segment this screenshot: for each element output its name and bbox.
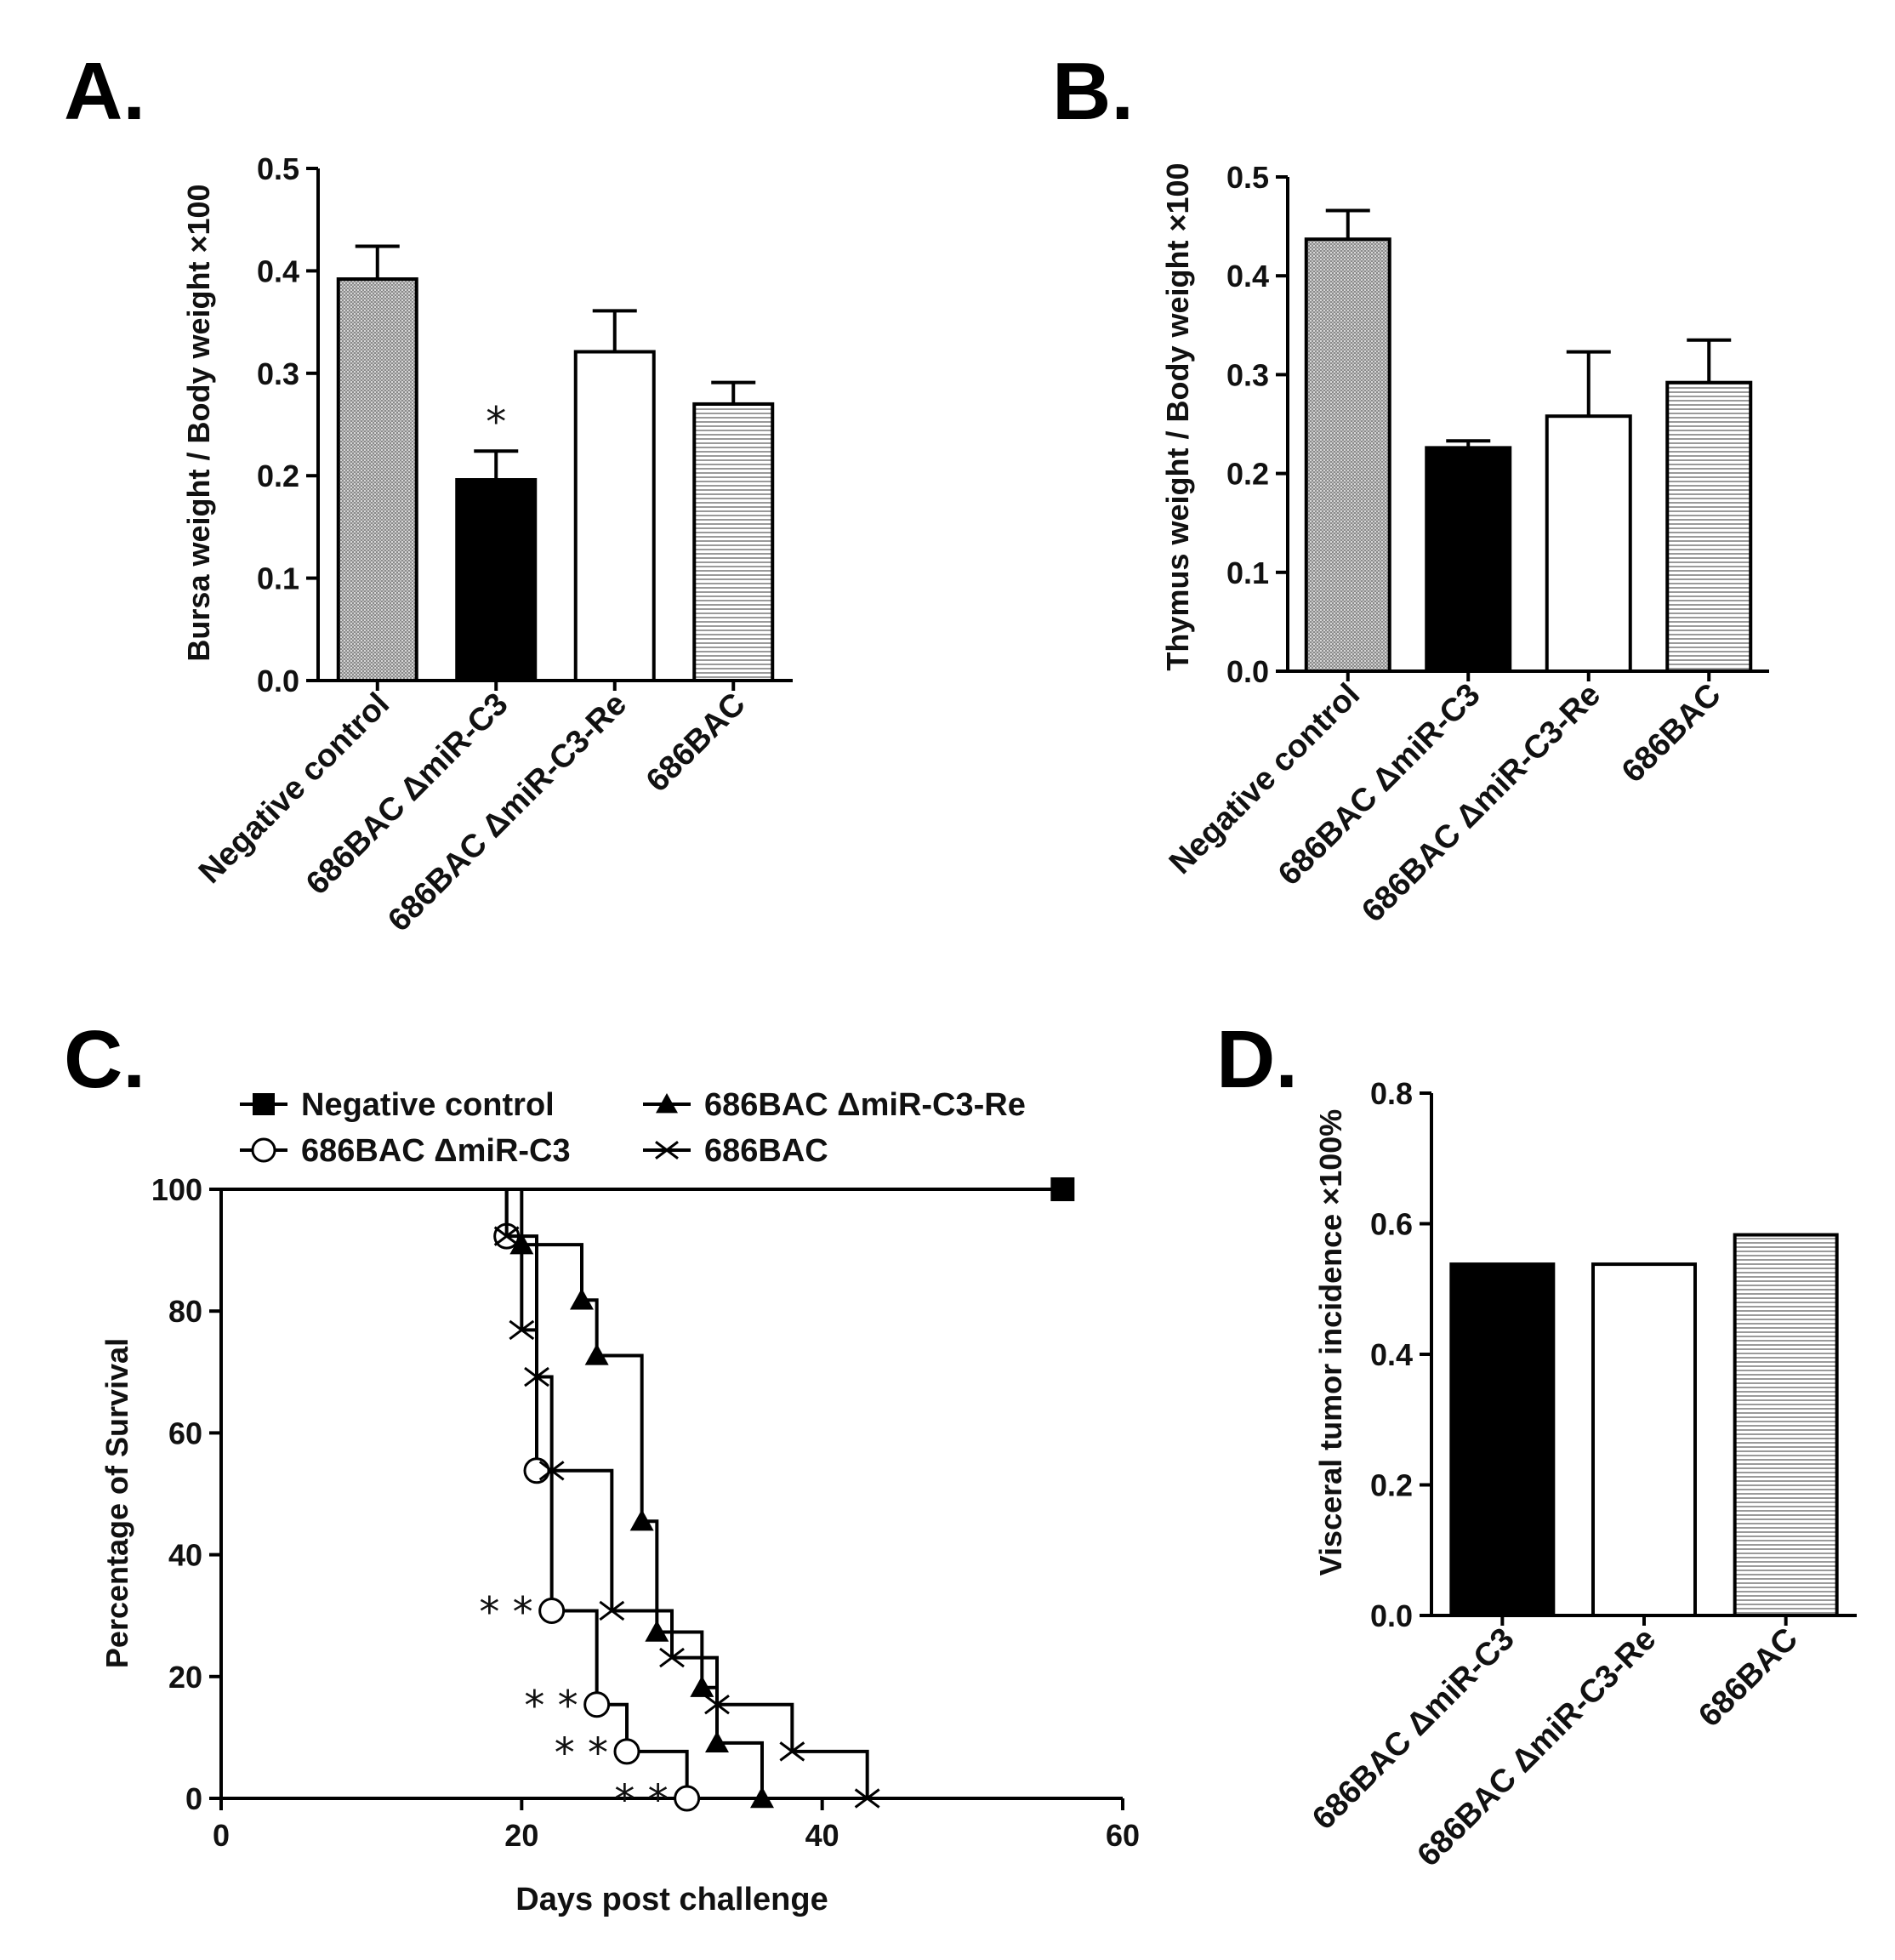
legend-marker <box>251 1137 276 1163</box>
y-tick-label: 0.2 <box>257 459 299 493</box>
x-tick-label: 40 <box>805 1818 839 1853</box>
survival-data-point <box>493 1226 520 1246</box>
y-tick-label: 80 <box>168 1294 202 1329</box>
legend-label: 686BAC <box>704 1133 828 1169</box>
category-label: 686BAC <box>1692 1621 1805 1735</box>
survival-data-point <box>779 1741 805 1762</box>
category-label: 686BAC ΔmiR-C3 <box>1272 677 1488 893</box>
y-tick-label: 0.1 <box>257 561 299 596</box>
legend-marker <box>656 1093 678 1114</box>
x-tick-label: 0 <box>213 1818 230 1853</box>
panel-c-legend: Negative control 686BAC ΔmiR-C3 686BAC Δmi… <box>240 1087 1026 1169</box>
category-label: 686BAC ΔmiR-C3-Re <box>381 687 634 939</box>
bar <box>455 478 538 682</box>
survival-data-point <box>613 1738 640 1765</box>
survival-data-point <box>690 1675 714 1697</box>
survival-data-point <box>583 1691 611 1718</box>
survival-curve-line <box>221 1188 764 1798</box>
y-tick-label: 0.2 <box>1370 1468 1413 1503</box>
panel-c-x-axis-title: Days post challenge <box>515 1882 828 1917</box>
y-tick-label: 0.1 <box>1226 556 1269 590</box>
y-tick-label: 0.6 <box>1370 1207 1413 1242</box>
survival-data-point <box>570 1288 594 1310</box>
survival-data-point <box>538 1597 566 1624</box>
y-tick-label: 0.0 <box>1370 1598 1413 1633</box>
survival-curve-line <box>221 1188 689 1798</box>
panel-c-label: C. <box>64 1014 145 1105</box>
y-tick-label: 40 <box>168 1538 202 1573</box>
y-tick-label: 0.4 <box>257 254 299 288</box>
significance-marker: * * <box>524 1683 578 1730</box>
bar <box>1733 1233 1839 1617</box>
y-tick-label: 60 <box>168 1416 202 1450</box>
y-tick-label: 0.5 <box>257 151 299 186</box>
survival-data-point <box>645 1620 669 1642</box>
panel-b-label: B. <box>1052 46 1134 137</box>
survival-data-point <box>854 1788 880 1809</box>
panel-b-thymus-weight-chart: B. Thymus weight / Body weight ×100 0.0 0… <box>1052 46 1769 930</box>
panel-c-y-axis-title: Percentage of Survival <box>100 1338 134 1668</box>
survival-data-point <box>599 1600 625 1621</box>
significance-marker: * * <box>555 1729 608 1777</box>
category-label: 686BAC <box>640 687 753 800</box>
category-label: 686BAC <box>1615 677 1728 790</box>
category-label: 686BAC ΔmiR-C3-Re <box>1410 1621 1663 1874</box>
y-tick-label: 0.5 <box>1226 160 1269 195</box>
legend-label: Negative control <box>301 1087 555 1123</box>
y-tick-label: 0.0 <box>257 664 299 698</box>
bar <box>1425 446 1512 673</box>
survival-curve-line <box>221 1188 869 1798</box>
bar <box>573 350 656 682</box>
panel-d-tumor-incidence-chart: D. Visceral tumor incidence ×100% 0.0 0.2… <box>1216 1014 1857 1874</box>
y-tick-label: 0 <box>185 1781 202 1816</box>
significance-marker: * <box>486 398 506 446</box>
bar <box>1545 414 1632 673</box>
y-tick-label: 20 <box>168 1660 202 1695</box>
y-tick-label: 0.3 <box>1226 357 1269 392</box>
bar <box>336 277 418 682</box>
y-tick-label: 0.8 <box>1370 1076 1413 1111</box>
legend-marker <box>655 1141 679 1159</box>
panel-c-survival-chart: C. Percentage of Survival Days post chal… <box>64 1014 1140 1917</box>
panel-d-y-axis-title: Visceral tumor incidence ×100% <box>1313 1109 1348 1576</box>
survival-data-point <box>629 1509 654 1531</box>
bar <box>1591 1262 1697 1617</box>
category-label: 686BAC ΔmiR-C3-Re <box>1355 677 1608 930</box>
survival-data-point <box>509 1319 535 1341</box>
survival-data-point <box>538 1461 565 1481</box>
y-tick-label: 0.3 <box>257 356 299 391</box>
survival-data-point <box>659 1647 685 1668</box>
survival-data-point <box>674 1785 701 1812</box>
survival-data-point <box>1050 1177 1075 1201</box>
survival-data-point <box>705 1730 729 1753</box>
survival-data-point <box>704 1695 730 1715</box>
y-tick-label: 0.4 <box>1226 259 1269 293</box>
y-tick-label: 0.4 <box>1370 1337 1413 1372</box>
legend-label: 686BAC ΔmiR-C3 <box>301 1133 571 1169</box>
y-tick-label: 0.0 <box>1226 654 1269 689</box>
x-tick-label: 60 <box>1106 1818 1140 1853</box>
survival-data-point <box>584 1343 609 1365</box>
panel-a-y-axis-title: Bursa weight / Body weight ×100 <box>181 184 216 661</box>
legend-marker <box>253 1093 275 1115</box>
significance-marker: * * <box>614 1776 668 1824</box>
bar <box>1449 1262 1556 1617</box>
survival-data-point <box>750 1786 774 1809</box>
panel-a-label: A. <box>64 46 145 137</box>
bar <box>1665 380 1753 673</box>
legend-label: 686BAC ΔmiR-C3-Re <box>704 1087 1026 1123</box>
y-tick-label: 100 <box>151 1172 202 1207</box>
panel-d-label: D. <box>1216 1014 1298 1105</box>
x-tick-label: 20 <box>504 1818 538 1853</box>
y-tick-label: 0.2 <box>1226 457 1269 492</box>
bar <box>1304 237 1391 673</box>
significance-marker: * * <box>479 1588 532 1636</box>
panel-a-bursa-weight-chart: A. Bursa weight / Body weight ×100 0.0 0.… <box>64 46 793 939</box>
panel-b-y-axis-title: Thymus weight / Body weight ×100 <box>1160 162 1195 670</box>
bar <box>692 402 775 682</box>
category-label: 686BAC ΔmiR-C3 <box>299 687 515 903</box>
survival-data-point <box>523 1457 550 1484</box>
survival-data-point <box>524 1366 549 1387</box>
